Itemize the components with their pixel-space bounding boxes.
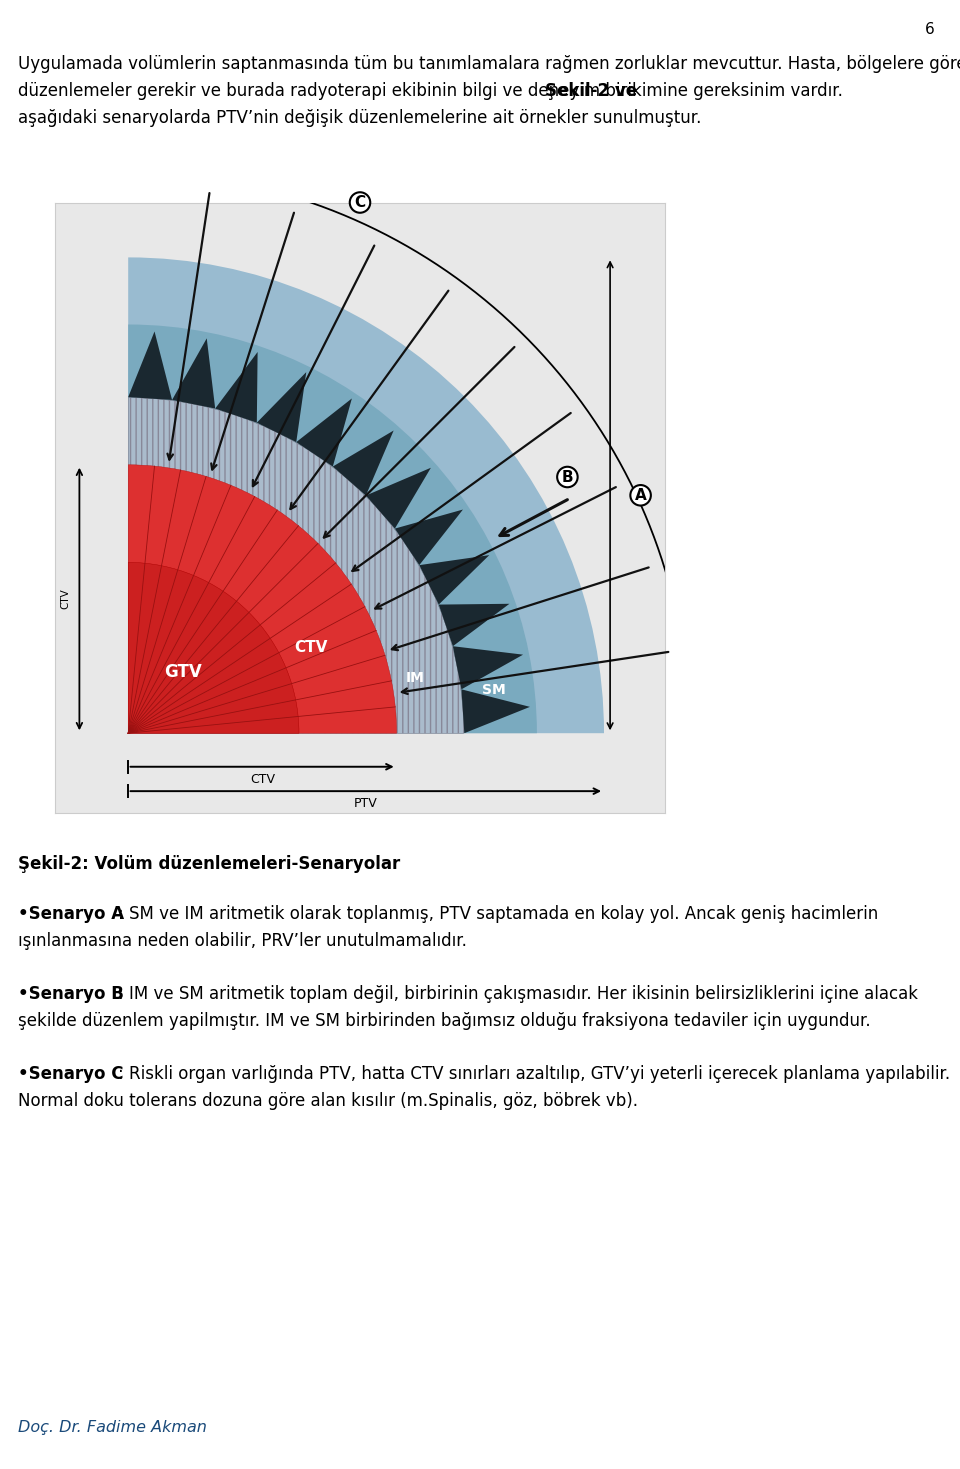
Polygon shape xyxy=(333,430,394,495)
Text: düzenlemeler gerekir ve burada radyoterapi ekibinin bilgi ve deneyim birikimine : düzenlemeler gerekir ve burada radyotera… xyxy=(18,82,848,100)
Wedge shape xyxy=(129,398,464,733)
Wedge shape xyxy=(129,325,537,733)
Text: Şekil-2: Volüm düzenlemeleri-Senaryolar: Şekil-2: Volüm düzenlemeleri-Senaryolar xyxy=(18,855,400,873)
Text: CTV: CTV xyxy=(250,773,275,786)
Polygon shape xyxy=(215,353,257,423)
Text: 6: 6 xyxy=(925,22,935,37)
Text: •Senaryo C: •Senaryo C xyxy=(18,1065,124,1083)
Wedge shape xyxy=(129,257,604,733)
Text: Doç. Dr. Fadime Akman: Doç. Dr. Fadime Akman xyxy=(18,1421,206,1435)
Wedge shape xyxy=(129,464,396,733)
Text: : IM ve SM aritmetik toplam değil, birbirinin çakışmasıdır. Her ikisinin belirsi: : IM ve SM aritmetik toplam değil, birbi… xyxy=(118,986,918,1003)
Text: SM: SM xyxy=(482,683,506,698)
Polygon shape xyxy=(257,372,306,442)
Text: ışınlanmasına neden olabilir, PRV’ler unutulmamalıdır.: ışınlanmasına neden olabilir, PRV’ler un… xyxy=(18,931,467,950)
Text: Normal doku tolerans dozuna göre alan kısılır (m.Spinalis, göz, böbrek vb).: Normal doku tolerans dozuna göre alan kı… xyxy=(18,1091,638,1111)
Polygon shape xyxy=(297,398,352,467)
Polygon shape xyxy=(395,510,463,566)
Polygon shape xyxy=(172,338,215,408)
Text: şekilde düzenlem yapilmıştır. IM ve SM birbirinden bağımsız olduğu fraksiyona te: şekilde düzenlem yapilmıştır. IM ve SM b… xyxy=(18,1012,871,1030)
Text: IM: IM xyxy=(405,671,424,686)
Text: Şekil-2 ve: Şekil-2 ve xyxy=(545,82,637,100)
Text: A: A xyxy=(635,488,646,502)
Text: C: C xyxy=(354,195,366,210)
Text: PTV: PTV xyxy=(354,798,378,811)
Text: CTV: CTV xyxy=(60,589,70,610)
Text: CTV: CTV xyxy=(295,640,328,655)
Polygon shape xyxy=(439,604,510,646)
Polygon shape xyxy=(420,555,490,605)
Text: B: B xyxy=(562,470,573,485)
Text: •Senaryo A: •Senaryo A xyxy=(18,905,124,923)
Text: •Senaryo B: •Senaryo B xyxy=(18,986,124,1003)
Polygon shape xyxy=(129,332,172,400)
Wedge shape xyxy=(129,398,464,733)
Polygon shape xyxy=(453,646,523,689)
Text: aşağıdaki senaryolarda PTV’nin değişik düzenlemelerine ait örnekler sunulmuştur.: aşağıdaki senaryolarda PTV’nin değişik d… xyxy=(18,109,702,126)
Polygon shape xyxy=(462,689,530,733)
Text: : SM ve IM aritmetik olarak toplanmış, PTV saptamada en kolay yol. Ancak geniş h: : SM ve IM aritmetik olarak toplanmış, P… xyxy=(118,905,878,923)
Text: GTV: GTV xyxy=(164,663,202,682)
Wedge shape xyxy=(129,563,299,733)
Text: : Riskli organ varlığında PTV, hatta CTV sınırları azaltılıp, GTV’yi yeterli içe: : Riskli organ varlığında PTV, hatta CTV… xyxy=(118,1065,950,1083)
Text: Uygulamada volümlerin saptanmasında tüm bu tanımlamalara rağmen zorluklar mevcut: Uygulamada volümlerin saptanmasında tüm … xyxy=(18,54,960,73)
Polygon shape xyxy=(366,467,431,529)
